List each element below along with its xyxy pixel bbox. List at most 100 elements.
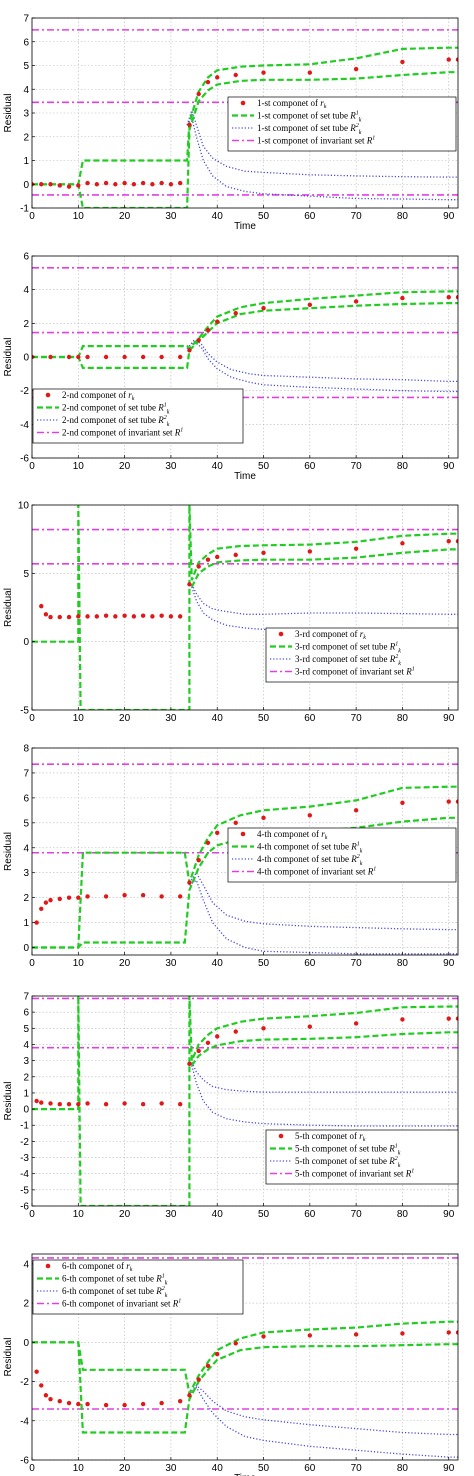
residual-point xyxy=(122,1101,127,1106)
residual-point xyxy=(140,354,146,360)
residual-point xyxy=(39,1100,44,1105)
residual-point xyxy=(233,311,238,316)
legend-entry-3: 4-th componet of set tube R2k xyxy=(257,854,363,867)
plot-frame xyxy=(31,1253,459,1461)
x-tick-label: 10 xyxy=(73,1463,85,1474)
x-tick-label: 90 xyxy=(443,1209,455,1220)
y-tick-label: 3 xyxy=(23,109,29,120)
y-tick-label: 0 xyxy=(23,353,29,364)
residual-point xyxy=(215,319,220,324)
legend-entry-1: 1-st componet of rk xyxy=(257,98,327,110)
residual-point xyxy=(48,354,53,360)
residual-point xyxy=(205,79,211,85)
x-tick-label: 90 xyxy=(443,713,455,724)
residual-point xyxy=(187,348,192,353)
residual-point xyxy=(66,1102,72,1107)
y-tick-label: 7 xyxy=(23,14,29,25)
x-tick-label: 20 xyxy=(119,1463,131,1474)
x-tick-label: 70 xyxy=(351,958,363,969)
x-tick-label: 80 xyxy=(397,211,409,222)
legend: 5-th componet of rk5-th componet of set … xyxy=(265,1129,459,1185)
legend-entry-2: 4-th componet of set tube R1k xyxy=(257,842,363,855)
residual-point xyxy=(177,180,183,186)
tube2-lower-line xyxy=(189,879,458,955)
x-tick-label: 30 xyxy=(165,1463,177,1474)
residual-point xyxy=(76,614,81,619)
residual-point xyxy=(140,1401,146,1407)
residual-point xyxy=(76,1102,81,1107)
x-tick-label: 80 xyxy=(397,713,409,724)
y-tick-label: -2 xyxy=(20,1137,29,1148)
x-tick-label: 70 xyxy=(351,211,363,222)
x-tick-label: 70 xyxy=(351,1463,363,1474)
residual-point xyxy=(353,546,359,551)
residual-point xyxy=(48,897,53,903)
x-tick-label: 20 xyxy=(119,958,131,969)
residual-point xyxy=(34,920,39,925)
chart-panel-5: 0 10 20 30 40 50 60 70 80 90 -6 -5 -4 -3 -2 -1 0 1 2 3 4 5 6 7 R… xyxy=(3,992,459,1220)
residual-point xyxy=(122,354,127,360)
residual-point xyxy=(261,815,266,821)
x-tick-label: 50 xyxy=(258,1463,270,1474)
residual-point xyxy=(43,612,49,617)
residual-point xyxy=(196,1048,201,1054)
legend-entry-3: 1-st componet of set tube R2k xyxy=(257,123,362,136)
residual-point xyxy=(103,1402,109,1408)
residual-point xyxy=(446,799,451,804)
chart-panel-6: 0 10 20 30 40 50 60 70 80 90 -6 -4 -2 0 2 4 Residual Time… xyxy=(3,1253,459,1476)
x-axis-label: Time xyxy=(234,1473,256,1476)
residual-point xyxy=(261,70,266,75)
residual-point xyxy=(446,295,451,300)
y-tick-label: 0 xyxy=(23,637,29,648)
residual-point xyxy=(103,894,109,899)
x-tick-label: 30 xyxy=(165,713,177,724)
residual-point xyxy=(122,613,127,618)
legend-entry-1: 5-th componet of rk xyxy=(295,1131,366,1143)
x-tick-label: 40 xyxy=(212,211,224,222)
residual-point xyxy=(140,180,146,186)
residual-point xyxy=(307,302,313,308)
tube1-upper-line xyxy=(32,505,458,710)
x-tick-label: 70 xyxy=(351,713,363,724)
residual-point xyxy=(196,1377,201,1382)
residual-point xyxy=(94,182,100,187)
x-tick-label: 80 xyxy=(397,461,409,472)
residual-point xyxy=(43,900,49,905)
x-tick-label: 20 xyxy=(119,1209,131,1220)
residual-point xyxy=(39,906,44,912)
residual-point xyxy=(455,1330,458,1335)
chart-panel-1: 0 10 20 30 40 50 60 70 80 90-101234567ResidualTim… xyxy=(3,14,459,232)
legend: 6-th componet of rk6-th componet of set … xyxy=(32,1259,244,1315)
legend-entry-4: 4-th componet of invariant set R1 xyxy=(257,867,376,877)
residual-point xyxy=(66,184,72,189)
residual-point xyxy=(455,539,458,544)
residual-point xyxy=(66,354,72,360)
legend-marker-residual xyxy=(240,831,246,837)
y-tick-label: 8 xyxy=(23,744,29,755)
tube2-lower-line xyxy=(188,1386,458,1458)
legend-marker-residual xyxy=(240,100,246,106)
residual-point xyxy=(446,539,451,544)
residual-point xyxy=(76,1401,81,1407)
residual-point xyxy=(400,800,405,806)
residual-point xyxy=(150,614,155,619)
legend: 2-nd componet of rk2-nd componet of set … xyxy=(32,388,244,444)
legend-box xyxy=(265,627,459,683)
residual-point xyxy=(103,613,109,618)
y-tick-label: 6 xyxy=(23,1008,29,1019)
y-tick-label: -4 xyxy=(20,1169,29,1180)
x-tick-label: 30 xyxy=(165,958,177,969)
x-tick-label: 0 xyxy=(29,1209,35,1220)
y-tick-label: 7 xyxy=(23,992,29,1003)
residual-point xyxy=(113,182,118,187)
residual-point xyxy=(353,66,359,72)
residual-point xyxy=(103,1102,109,1107)
tube1-lower-line xyxy=(190,548,458,588)
legend-entry-4: 3-rd componet of invariant set R1 xyxy=(295,667,415,677)
x-tick-label: 30 xyxy=(165,461,177,472)
y-tick-label: 5 xyxy=(23,61,29,72)
x-tick-label: 20 xyxy=(119,713,131,724)
legend-marker-residual xyxy=(45,1263,51,1269)
legend-entry-3: 6-th componet of set tube R2k xyxy=(62,1286,168,1299)
chart-panel-4: 0 10 20 30 40 50 60 70 80 90 0 1 2 3 4 5 6 7 8 Residual 4-th… xyxy=(3,744,459,969)
